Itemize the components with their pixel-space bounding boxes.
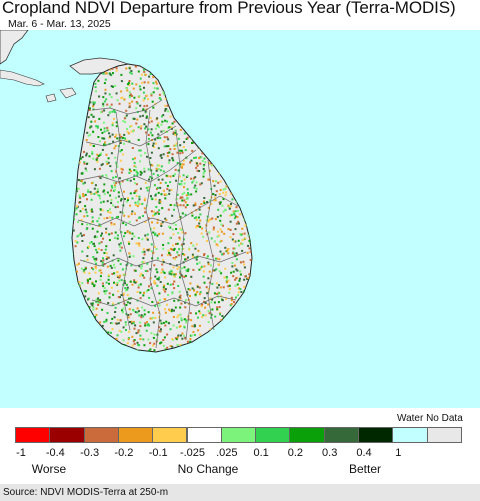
jaffna-coast	[0, 69, 45, 87]
legend-tick-label: .025	[216, 447, 238, 459]
legend-tick-label: 0.2	[287, 447, 304, 459]
legend-tick-label: 0.4	[356, 447, 372, 459]
legend-swatch	[117, 427, 154, 443]
legend-swatch	[152, 427, 188, 443]
legend-tick-label: -0.3	[80, 447, 100, 459]
source-note: Source: NDVI MODIS-Terra at 250-m	[0, 484, 480, 501]
legend-swatch	[15, 427, 51, 443]
legend-tick-label: -.025	[179, 447, 206, 459]
legend-swatch	[358, 427, 394, 443]
legend-tick-label: -0.1	[148, 447, 168, 459]
legend-no-change-label: No Change	[177, 462, 239, 476]
legend-swatch	[186, 427, 222, 443]
island	[45, 93, 57, 103]
legend-tick-label: -0.2	[114, 447, 134, 459]
island	[59, 87, 77, 99]
map-canvas	[0, 30, 480, 408]
legend-tick-label: -0.4	[45, 447, 65, 459]
map-title: Cropland NDVI Departure from Previous Ye…	[2, 0, 456, 17]
legend-swatch	[255, 427, 291, 443]
map-date-range: Mar. 6 - Mar. 13, 2025	[8, 18, 111, 30]
legend-swatch	[392, 427, 428, 443]
legend-swatch	[49, 427, 85, 443]
legend-swatch	[220, 427, 257, 443]
legend-tick-label: 0.3	[322, 447, 338, 459]
legend-tick-label: 0.1	[253, 447, 269, 459]
legend-tick-label: -1	[16, 447, 26, 459]
legend-water-nodata-label: Water No Data	[397, 413, 463, 424]
legend-swatch	[289, 427, 325, 443]
legend-swatch	[426, 427, 462, 443]
legend-swatch	[323, 427, 359, 443]
legend-swatch	[83, 427, 119, 443]
legend-worse-label: Worse	[31, 462, 67, 476]
legend-better-label: Better	[348, 462, 382, 476]
district-boundaries	[77, 99, 247, 349]
legend-tick-label: 1	[395, 447, 402, 459]
india-coast	[0, 30, 29, 65]
